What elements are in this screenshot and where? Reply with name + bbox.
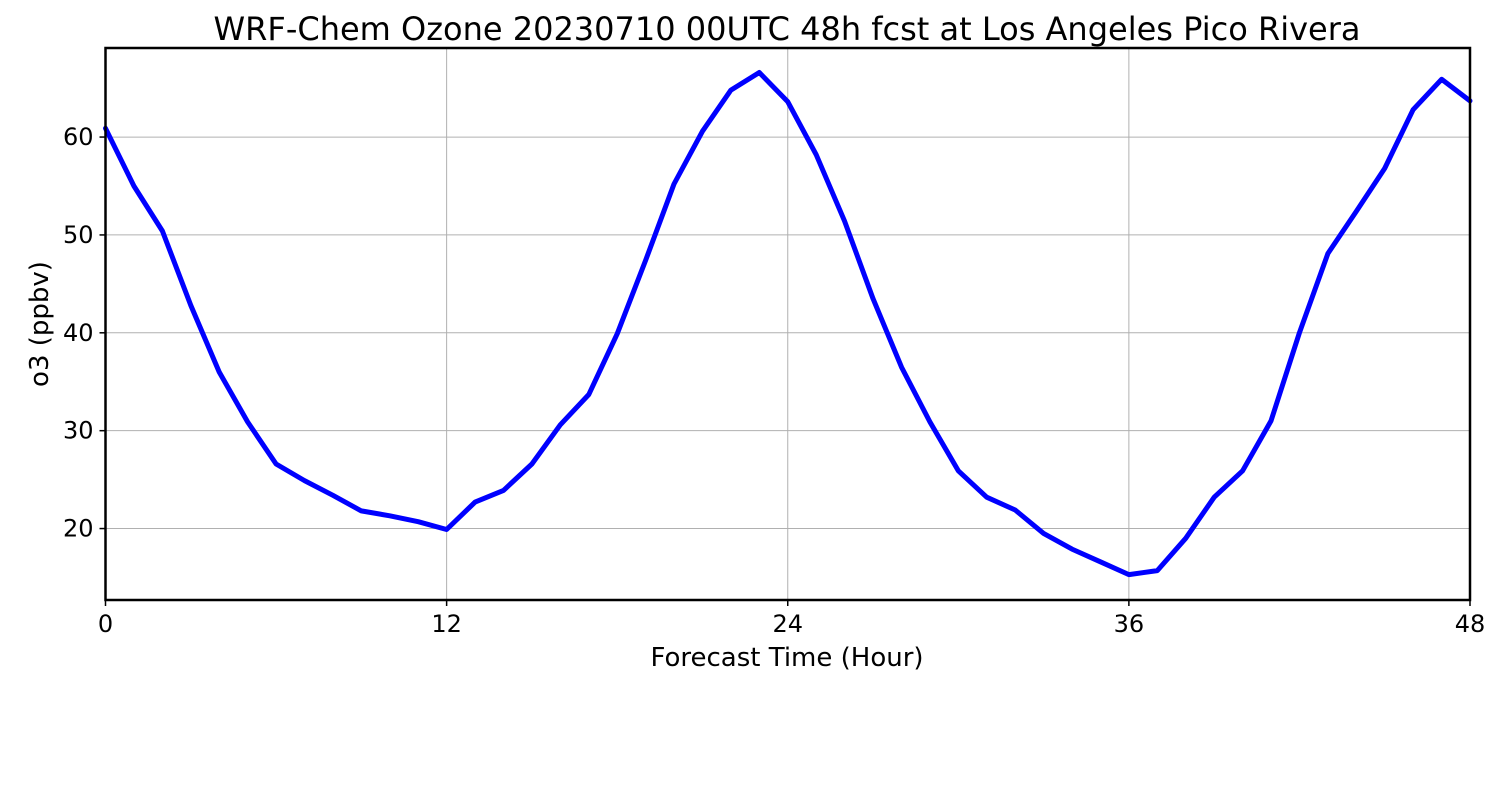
x-tick-label: 24 (772, 610, 803, 638)
axis-ticks: 0 12 24 36 48 20 30 40 50 60 (63, 123, 1485, 638)
y-tick-label: 50 (63, 221, 94, 249)
x-tick-label: 48 (1455, 610, 1486, 638)
y-axis-label: o3 (ppbv) (25, 261, 55, 387)
x-tick-label: 36 (1114, 610, 1145, 638)
y-tick-label: 20 (63, 515, 94, 543)
y-tick-label: 30 (63, 417, 94, 445)
x-tick-label: 12 (431, 610, 462, 638)
x-tick-label: 0 (98, 610, 113, 638)
gridlines (105, 48, 1471, 600)
y-tick-label: 60 (63, 123, 94, 151)
y-tick-label: 40 (63, 319, 94, 347)
x-axis-label: Forecast Time (Hour) (650, 643, 923, 673)
ozone-series-line (103, 70, 1473, 578)
chart-title: WRF-Chem Ozone 20230710 00UTC 48h fcst a… (214, 10, 1361, 48)
